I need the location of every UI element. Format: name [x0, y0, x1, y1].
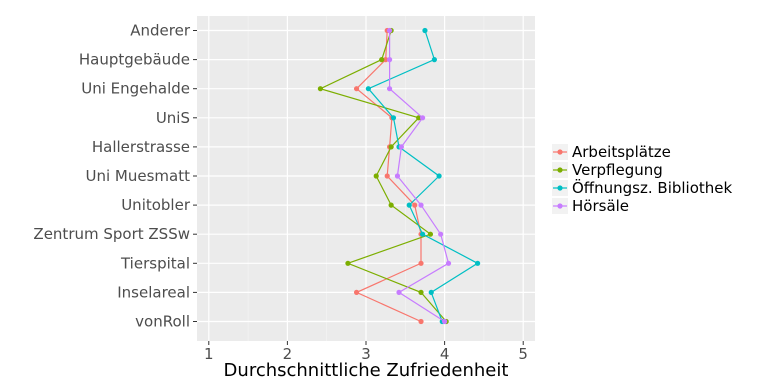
y-tick-label: Uni Muesmatt — [86, 167, 191, 185]
data-point — [418, 260, 424, 266]
data-point — [475, 260, 481, 266]
data-point — [390, 115, 397, 121]
data-point — [353, 289, 360, 295]
legend-item: Verpflegung — [552, 161, 663, 179]
data-point — [412, 202, 418, 208]
data-point — [317, 86, 324, 92]
y-tick-label: Anderer — [130, 22, 191, 40]
data-point — [418, 202, 424, 208]
legend-key-point — [557, 167, 563, 173]
legend-label: Arbeitsplätze — [572, 143, 671, 161]
x-tick-label: 5 — [518, 345, 528, 363]
data-point — [386, 57, 393, 63]
legend-key-point — [557, 185, 563, 191]
data-point — [394, 173, 401, 179]
data-point — [398, 144, 404, 150]
legend-key-point — [557, 203, 563, 209]
data-point — [442, 318, 448, 325]
data-point — [416, 115, 422, 121]
data-point — [396, 289, 402, 295]
data-point — [386, 86, 393, 92]
y-tick-label: Uni Engehalde — [81, 80, 190, 98]
data-point — [431, 57, 437, 63]
y-tick-label: Inselareal — [117, 283, 190, 301]
legend-item: Hörsäle — [552, 197, 629, 215]
data-point — [388, 202, 394, 208]
data-point — [427, 231, 434, 237]
x-tick-label: 4 — [440, 345, 450, 363]
data-point — [365, 86, 371, 92]
legend-label: Hörsäle — [572, 197, 629, 215]
legend-item: Öffnungsz. Bibliothek — [552, 178, 733, 197]
y-tick-label: Hauptgebäude — [79, 51, 190, 69]
data-point — [388, 144, 394, 150]
y-tick-label: Hallerstrasse — [92, 138, 190, 156]
data-point — [428, 289, 434, 295]
y-tick-label: Tierspital — [120, 254, 190, 272]
y-tick-label: Unitobler — [121, 196, 191, 214]
data-point — [383, 57, 389, 63]
y-tick-label: UniS — [156, 109, 190, 127]
series-layer — [317, 27, 481, 325]
data-point — [373, 173, 379, 179]
data-point — [436, 173, 442, 179]
data-point — [445, 260, 452, 266]
legend-item: Arbeitsplätze — [552, 143, 671, 161]
y-axis: Anderer Hauptgebäude Uni Engehalde UniS Hall… — [33, 22, 197, 331]
x-axis: 1 2 3 4 5 — [204, 341, 528, 363]
data-point — [419, 231, 426, 237]
data-point — [418, 289, 424, 295]
data-point — [384, 173, 390, 179]
data-point — [353, 86, 360, 92]
legend-label: Verpflegung — [572, 161, 663, 179]
data-point — [419, 115, 426, 121]
data-point — [438, 231, 444, 237]
y-tick-label: vonRoll — [135, 313, 190, 331]
legend-label: Öffnungsz. Bibliothek — [572, 178, 733, 197]
x-tick-label: 1 — [204, 345, 214, 363]
x-tick-label: 3 — [361, 345, 371, 363]
series-3 — [386, 27, 452, 325]
data-point — [379, 57, 385, 63]
y-tick-label: Zentrum Sport ZSSw — [33, 225, 190, 243]
data-point — [418, 318, 424, 325]
legend-key-point — [557, 149, 563, 155]
grid — [197, 16, 535, 341]
x-tick-label: 2 — [283, 345, 293, 363]
x-axis-title: Durchschnittliche Zufriedenheit — [224, 360, 509, 380]
data-point — [345, 260, 351, 266]
data-point — [386, 27, 393, 34]
data-point — [422, 27, 428, 34]
data-point — [406, 202, 412, 208]
